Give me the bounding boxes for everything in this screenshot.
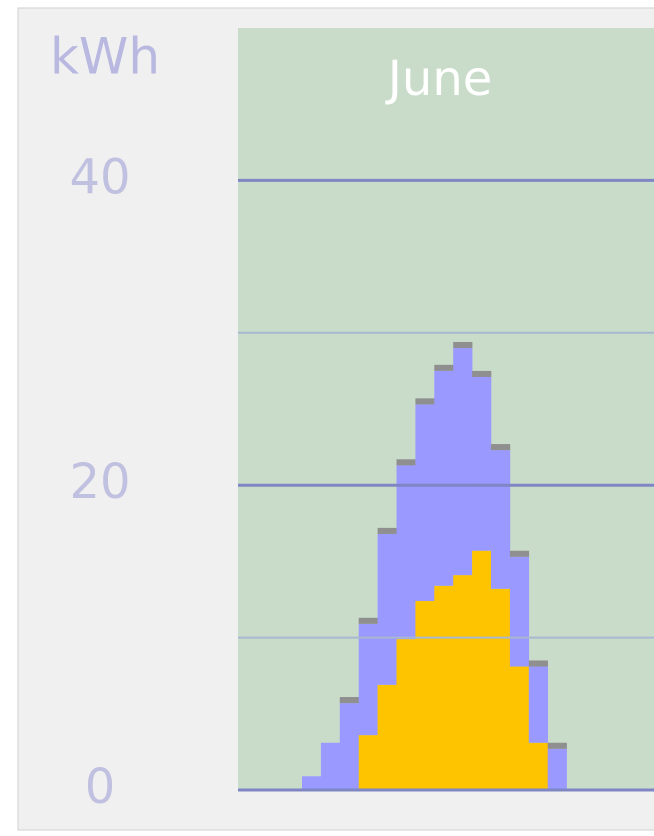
bar-segment	[339, 697, 359, 704]
bar-segment	[434, 585, 454, 790]
bar-segment	[528, 660, 548, 667]
bar-segment	[415, 404, 435, 602]
y-tick-label: 40	[69, 149, 130, 205]
bar-segment	[453, 341, 473, 349]
bar-segment	[396, 459, 416, 466]
bar-segment	[302, 776, 322, 790]
chart-title: June	[385, 51, 493, 107]
bar-segment	[547, 742, 567, 749]
bar-segment	[453, 575, 473, 790]
bar-segment	[434, 364, 454, 371]
bar-segment	[396, 465, 416, 640]
bar-segment	[509, 550, 530, 557]
bar-segment	[472, 550, 492, 790]
bar-segment	[509, 556, 530, 667]
bar-segment	[415, 601, 435, 790]
bar-segment	[509, 666, 530, 790]
bar-segment	[453, 348, 473, 576]
bar-segment	[377, 533, 397, 685]
bar-segment	[358, 617, 378, 624]
y-tick-label: 20	[69, 454, 130, 510]
bar-segment	[491, 588, 511, 790]
bar-segment	[472, 376, 492, 551]
bar-segment	[472, 370, 492, 377]
bar-segment	[320, 742, 341, 790]
bar-segment	[396, 639, 416, 790]
bar-segment	[528, 742, 548, 790]
bar-segment	[358, 623, 378, 736]
bar-segment	[547, 748, 567, 790]
bar-segment	[358, 735, 378, 790]
bar-segment	[528, 666, 548, 743]
bar-segment	[377, 684, 397, 790]
bar-segment	[434, 370, 454, 586]
bar-segment	[415, 398, 435, 405]
y-axis-label: kWh	[50, 28, 160, 86]
bar-segment	[491, 450, 511, 589]
bar-segment	[339, 703, 359, 790]
y-tick-label: 0	[85, 759, 116, 815]
bar-segment	[491, 444, 511, 451]
bar-segment	[377, 527, 397, 534]
